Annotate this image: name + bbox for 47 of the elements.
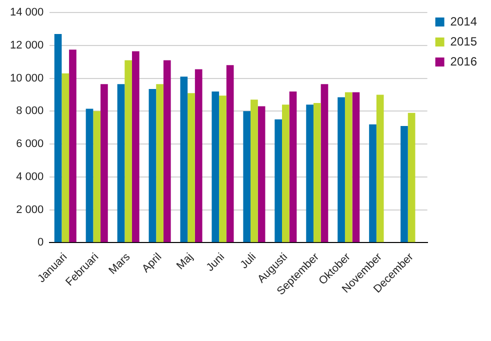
bar (313, 102, 321, 242)
y-tick-label: 6 000 (16, 138, 44, 150)
legend-label: 2015 (450, 34, 478, 48)
y-tick-label: 2 000 (16, 204, 44, 216)
bar (376, 94, 384, 242)
bar (274, 119, 282, 242)
bar (54, 34, 62, 242)
x-tick-label: Maj (174, 251, 196, 272)
bar (243, 111, 251, 242)
bar (69, 50, 76, 242)
bar (156, 84, 164, 242)
bar (344, 92, 352, 242)
bar (124, 60, 132, 242)
bar (400, 126, 408, 242)
legend-label: 2016 (450, 54, 478, 68)
bar (212, 91, 220, 242)
bar (289, 91, 297, 242)
bar (258, 106, 266, 242)
bar (62, 73, 70, 242)
y-tick-label: 8 000 (16, 105, 44, 118)
bar (352, 92, 360, 242)
bar (408, 112, 416, 242)
bar (219, 96, 226, 242)
bar (188, 93, 195, 242)
bar (369, 124, 376, 242)
legend-label: 2014 (450, 14, 478, 28)
bar (180, 76, 188, 242)
y-tick-label: 12 000 (10, 39, 44, 52)
bar (338, 97, 345, 242)
y-tick-label: 0 (38, 236, 44, 249)
y-tick-label: 4 000 (16, 170, 44, 183)
x-tick-label: Juli (238, 251, 258, 272)
bar (282, 104, 290, 242)
bar (226, 65, 234, 242)
bar (117, 84, 125, 242)
bar (148, 89, 156, 242)
bar (132, 51, 140, 242)
bar (100, 84, 108, 242)
bar (93, 111, 101, 242)
bar (86, 108, 94, 242)
y-tick-label: 10 000 (10, 72, 44, 84)
bar (306, 104, 314, 242)
bar (163, 60, 171, 242)
bar (320, 84, 328, 242)
bar (194, 69, 202, 242)
y-tick-label: 14 000 (10, 6, 44, 19)
bar (250, 100, 258, 242)
